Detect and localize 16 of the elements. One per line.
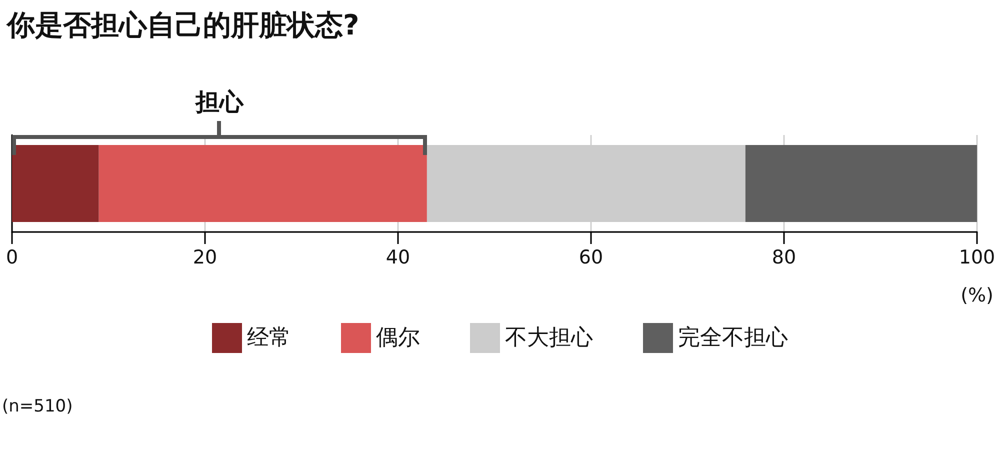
x-axis-title: (%)	[960, 284, 994, 306]
x-tick-label: 100	[958, 246, 996, 268]
bar	[745, 145, 977, 222]
legend-label: 经常	[247, 326, 291, 350]
bar	[12, 145, 99, 222]
x-tick-label: 0	[6, 246, 18, 268]
text: (n=510)	[2, 396, 73, 416]
x-tick-label: 80	[772, 246, 796, 268]
x-tick-label: 20	[192, 246, 218, 268]
legend-label: 完全不担心	[678, 326, 788, 350]
x-tick-label: 40	[386, 246, 410, 268]
text: 担心	[195, 87, 244, 118]
legend-label: 偶尔	[376, 326, 420, 350]
x-tick-label: 60	[578, 246, 604, 268]
legend-label: 不大担心	[505, 326, 593, 350]
chart-title: 你是否担心自己的肝脏状态?	[5, 8, 360, 42]
